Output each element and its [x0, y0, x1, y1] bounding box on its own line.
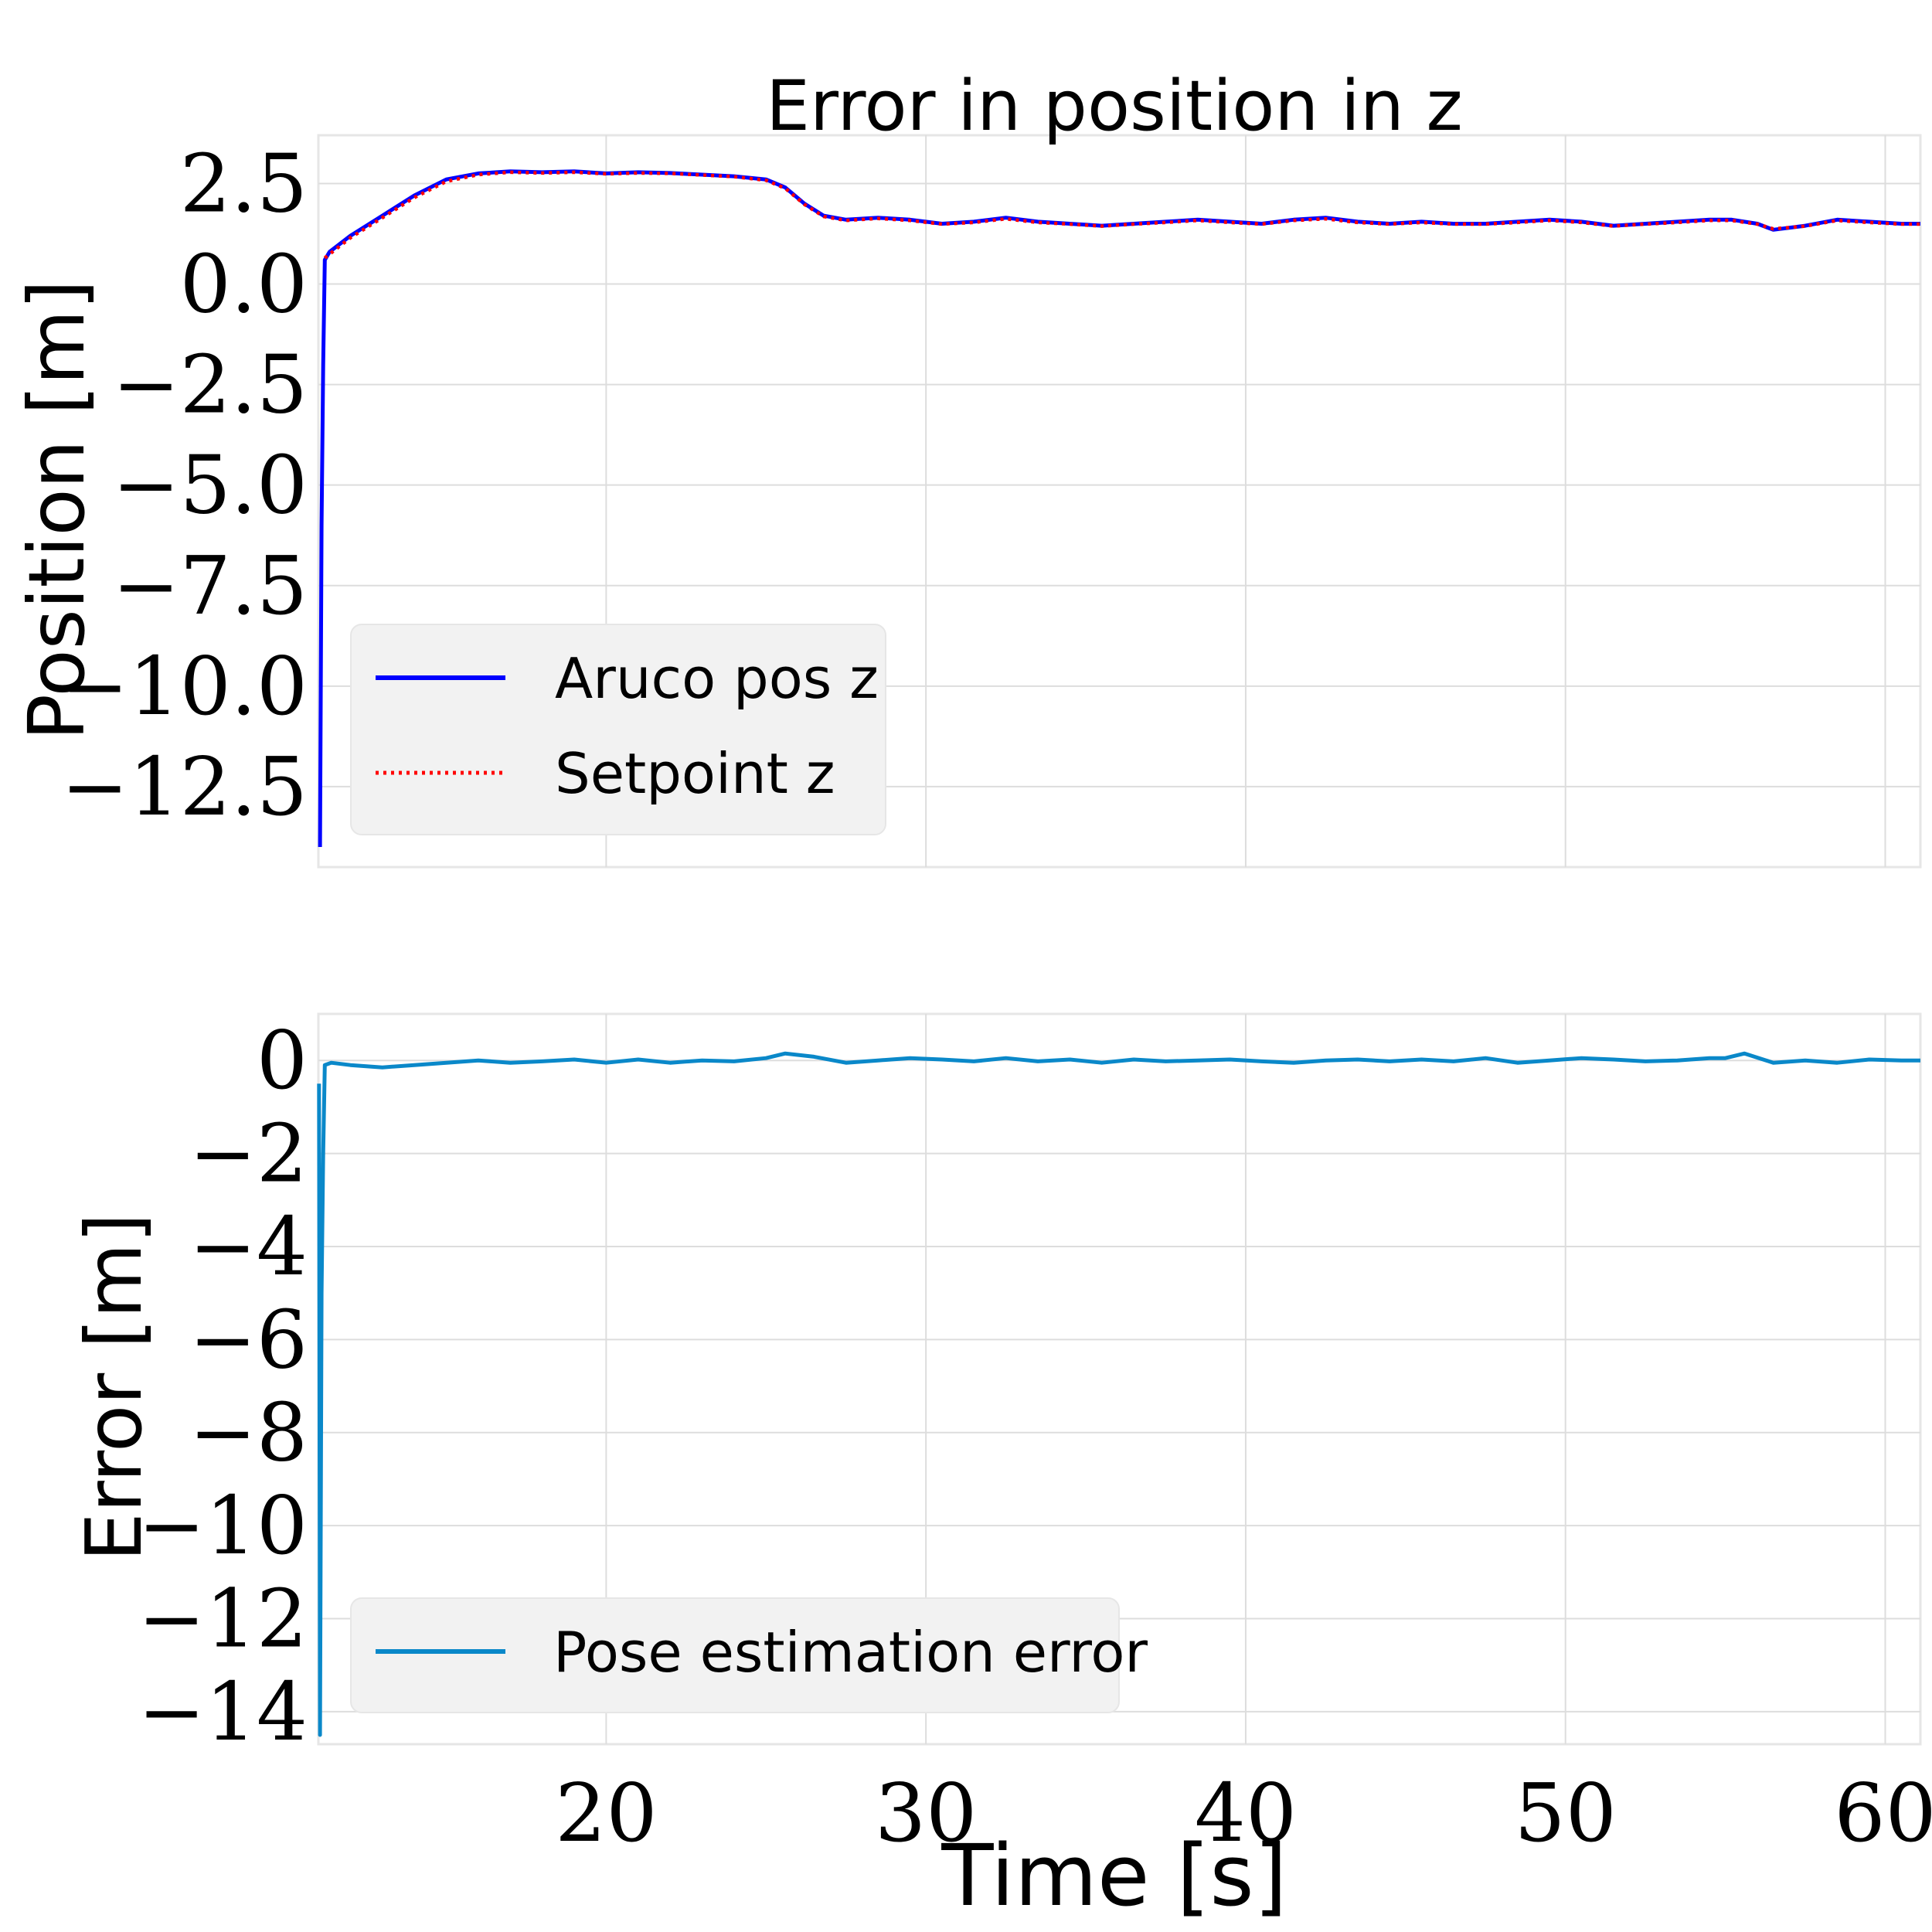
x-tick-label: 50 — [1515, 1766, 1617, 1860]
y-axis-label: Error [m] — [69, 1213, 159, 1562]
series-line-setpoint-z — [323, 170, 1920, 260]
x-axis-label: Time [s] — [940, 1826, 1287, 1925]
series-line-pose-estimation-error — [317, 1051, 1920, 1737]
y-axis-label: Position [m] — [12, 280, 102, 741]
y-tick-label: −12 — [138, 1571, 308, 1665]
legend: Pose estimation error — [350, 1597, 1148, 1713]
y-tick-label: −7.5 — [112, 539, 308, 633]
x-tick-label: 20 — [555, 1766, 657, 1860]
legend-label-error: Pose estimation error — [553, 1620, 1148, 1685]
y-tick-label: −12.5 — [61, 740, 308, 834]
series-line-aruco-pos-z — [318, 169, 1920, 848]
y-tick-label: −5.0 — [112, 438, 308, 532]
y-tick-label: −2.5 — [112, 338, 308, 432]
y-tick-label: 0.0 — [180, 237, 308, 332]
y-tick-labels: 2.50.0−2.5−5.0−7.5−10.0−12.5 — [61, 136, 308, 833]
y-tick-label: 0 — [257, 1013, 308, 1107]
y-tick-label: −10 — [138, 1478, 308, 1573]
series-lines — [317, 1051, 1920, 1737]
x-tick-label: 60 — [1834, 1766, 1932, 1860]
legend-label-aruco: Aruco pos z — [555, 646, 879, 711]
chart-title: Error in position in z — [766, 66, 1463, 147]
legend: Aruco pos z Setpoint z — [350, 624, 886, 835]
x-tick-label: 30 — [875, 1766, 977, 1860]
y-tick-label: −2 — [189, 1107, 308, 1201]
y-tick-label: −10.0 — [61, 639, 308, 733]
y-tick-labels: 0−2−4−6−8−10−12−14 — [138, 1013, 308, 1759]
y-tick-label: −14 — [138, 1665, 308, 1759]
y-tick-label: −4 — [189, 1199, 308, 1294]
y-tick-label: 2.5 — [180, 136, 308, 230]
legend-label-setpoint: Setpoint z — [555, 741, 835, 806]
legend-box — [350, 1597, 1120, 1713]
y-tick-label: −6 — [189, 1292, 308, 1386]
position-chart: 2.50.0−2.5−5.0−7.5−10.0−12.5 Error in po… — [12, 66, 1922, 869]
x-tick-labels: 20 30 40 50 60 — [555, 1766, 1932, 1860]
series-lines — [318, 169, 1920, 848]
x-tick-label: 40 — [1195, 1766, 1297, 1860]
y-tick-label: −8 — [189, 1386, 308, 1480]
error-chart: 0−2−4−6−8−10−12−14 20 30 40 50 60 Time [s] E… — [69, 1012, 1932, 1925]
